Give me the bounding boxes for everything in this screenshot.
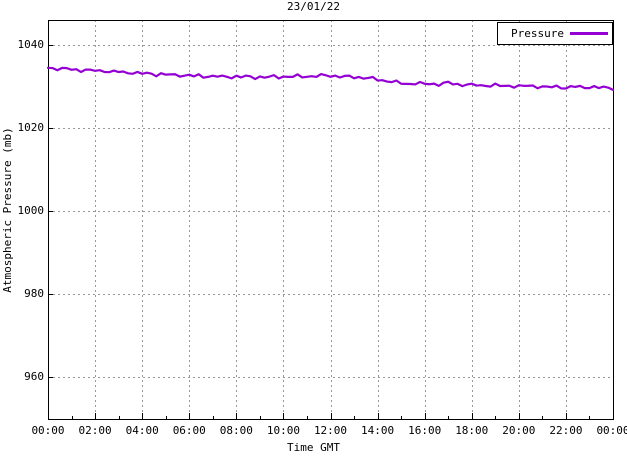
- y-tick-label: 1020: [17, 121, 45, 135]
- data-line-pressure: [46, 66, 615, 92]
- x-tick-label: 18:00: [455, 424, 489, 437]
- x-tick-label: 00:00: [31, 424, 65, 437]
- x-tick-label: 10:00: [266, 424, 300, 437]
- x-tick-label: 06:00: [172, 424, 206, 437]
- legend-label-pressure: Pressure: [511, 27, 564, 40]
- legend-color-swatch: [570, 32, 608, 35]
- x-tick-label: 02:00: [78, 424, 112, 437]
- x-tick-label: 08:00: [219, 424, 253, 437]
- x-tick-label: 20:00: [502, 424, 536, 437]
- y-axis-tick-labels: 1040 1020 1000 980 960: [0, 0, 45, 459]
- x-tick-label: 14:00: [361, 424, 395, 437]
- y-tick-label: 980: [24, 287, 44, 301]
- y-tick-label: 1040: [17, 37, 45, 51]
- x-tick-label: 00:00: [596, 424, 627, 437]
- y-tick-label: 960: [24, 370, 44, 384]
- x-tick-label: 22:00: [549, 424, 583, 437]
- chart-legend: Pressure: [497, 22, 613, 45]
- x-axis-title: Time GMT: [287, 441, 340, 454]
- plot-frame: [48, 20, 614, 420]
- chart-title: 23/01/22: [287, 0, 340, 13]
- x-tick-label: 12:00: [313, 424, 348, 437]
- legend-entry-pressure: Pressure: [498, 23, 612, 44]
- x-tick-label: 16:00: [408, 424, 442, 437]
- y-tick-label: 1000: [17, 204, 45, 218]
- x-tick-label: 04:00: [125, 424, 159, 437]
